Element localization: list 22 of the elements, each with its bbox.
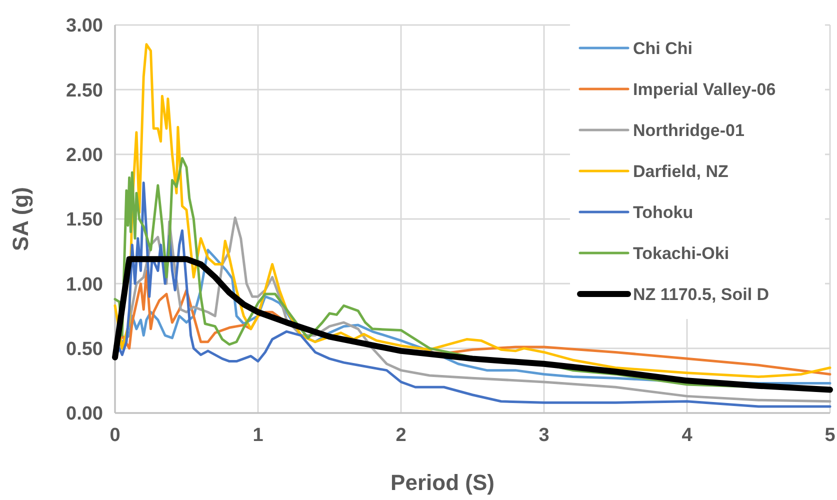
x-axis-title: Period (S) bbox=[390, 470, 494, 495]
legend-label: Northridge-01 bbox=[633, 120, 744, 140]
x-tick-label: 1 bbox=[252, 425, 264, 446]
y-tick-label: 1.00 bbox=[66, 274, 103, 296]
y-tick-label: 2.50 bbox=[66, 80, 103, 102]
legend-label: Tohoku bbox=[633, 202, 694, 222]
x-tick-label: 2 bbox=[396, 425, 406, 446]
legend-label: Chi Chi bbox=[633, 38, 692, 58]
legend-label: Imperial Valley-06 bbox=[633, 80, 776, 99]
x-tick-label: 4 bbox=[682, 425, 693, 446]
x-tick-label: 0 bbox=[110, 425, 120, 446]
y-axis-title: SA (g) bbox=[8, 187, 33, 251]
x-tick-label: 3 bbox=[538, 425, 550, 446]
y-tick-label: 0.50 bbox=[66, 338, 103, 360]
legend-label: Tokachi-Oki bbox=[633, 244, 730, 263]
legend-label: Darfield, NZ bbox=[633, 162, 728, 181]
y-tick-label: 1.50 bbox=[66, 210, 103, 231]
x-tick-label: 5 bbox=[824, 425, 836, 446]
y-tick-label: 3.00 bbox=[66, 16, 103, 37]
legend-label: NZ 1170.5, Soil D bbox=[633, 284, 770, 304]
y-tick-label: 2.00 bbox=[66, 144, 103, 166]
y-tick-label: 0.00 bbox=[66, 404, 103, 425]
